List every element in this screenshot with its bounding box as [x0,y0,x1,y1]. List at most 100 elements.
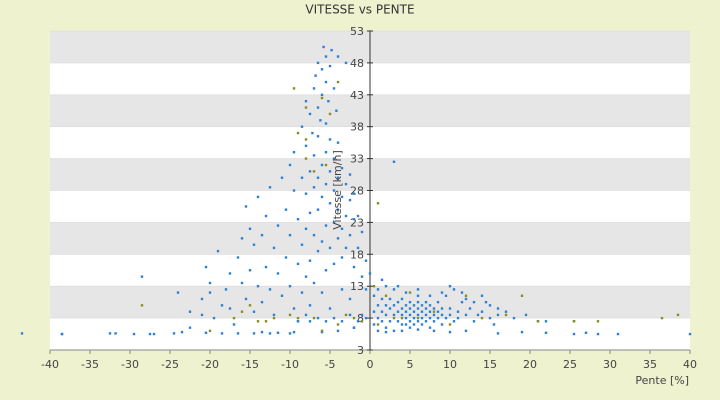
data-point [344,214,348,218]
data-point [448,307,452,310]
data-point [376,323,380,326]
data-point [200,313,204,317]
data-point [340,166,344,170]
data-point [324,163,328,167]
x-tick-label: -10 [281,358,299,371]
data-point [308,211,312,215]
data-point [348,173,352,176]
data-point [352,192,356,195]
data-point [304,157,308,160]
data-point [140,275,144,278]
data-point [352,265,356,269]
data-point [248,269,252,272]
data-point [312,233,316,237]
data-point [380,320,384,323]
data-point [380,278,384,282]
data-point [440,323,444,326]
data-point [320,240,324,243]
data-point [520,294,524,297]
data-point [376,316,380,320]
data-point [424,307,428,310]
data-point [268,288,272,291]
y-tick-label: 3 [357,344,364,357]
y-tick-label: 18 [350,248,364,261]
data-point [424,320,428,323]
data-point [152,332,156,336]
data-point [308,112,312,116]
data-point [504,310,508,313]
data-point [288,332,292,335]
data-point [316,106,320,109]
data-point [688,332,692,336]
data-point [220,304,224,307]
data-point [464,294,468,297]
y-tick-label: 28 [350,185,364,198]
data-point [520,330,524,334]
data-point [376,202,380,205]
data-point [312,186,316,189]
data-point [480,310,484,313]
x-tick-label: -40 [41,358,59,371]
data-point [404,304,408,307]
data-point [660,316,664,320]
data-point [400,313,404,317]
data-point [240,281,244,285]
data-point [464,329,468,333]
data-point [336,55,340,58]
data-point [260,330,264,334]
data-points [20,45,692,336]
data-point [316,135,320,138]
data-point [200,297,204,301]
data-point [252,243,256,246]
data-point [336,208,340,211]
data-point [432,310,436,313]
data-point [380,297,384,301]
data-point [308,170,312,173]
data-point [452,320,456,323]
data-point [256,285,260,288]
data-point [584,331,588,334]
data-point [300,291,304,294]
data-point [324,151,328,154]
data-point [388,297,392,301]
data-point [400,323,404,326]
data-point [300,243,304,246]
data-point [208,281,212,285]
data-point [404,310,408,313]
data-point [348,233,352,237]
plot-area [50,30,690,351]
data-point [244,205,248,208]
x-tick-label: -5 [325,358,336,371]
data-point [212,316,216,320]
data-point [596,332,600,336]
data-point [360,230,364,234]
data-point [396,320,400,323]
data-point [304,144,308,148]
data-point [312,154,316,157]
data-point [440,313,444,317]
data-point [396,285,400,288]
y-tick-label: 48 [350,57,364,70]
data-point [324,269,328,272]
data-point [308,259,312,262]
data-point [384,304,388,307]
x-tick-label: 40 [683,358,697,371]
data-point [256,195,260,199]
data-point [332,87,336,90]
data-point [416,313,420,317]
data-point [428,316,432,320]
data-point [180,330,184,334]
data-point [384,326,388,329]
data-point [408,326,412,329]
data-point [324,55,328,58]
data-point [404,316,408,320]
data-point [108,332,112,335]
y-tick-label: 8 [357,312,364,325]
data-point [364,259,368,262]
data-point [132,332,136,336]
data-point [20,332,24,335]
data-point [288,313,292,317]
data-point [456,316,460,320]
data-point [472,320,476,323]
data-point [444,294,448,297]
